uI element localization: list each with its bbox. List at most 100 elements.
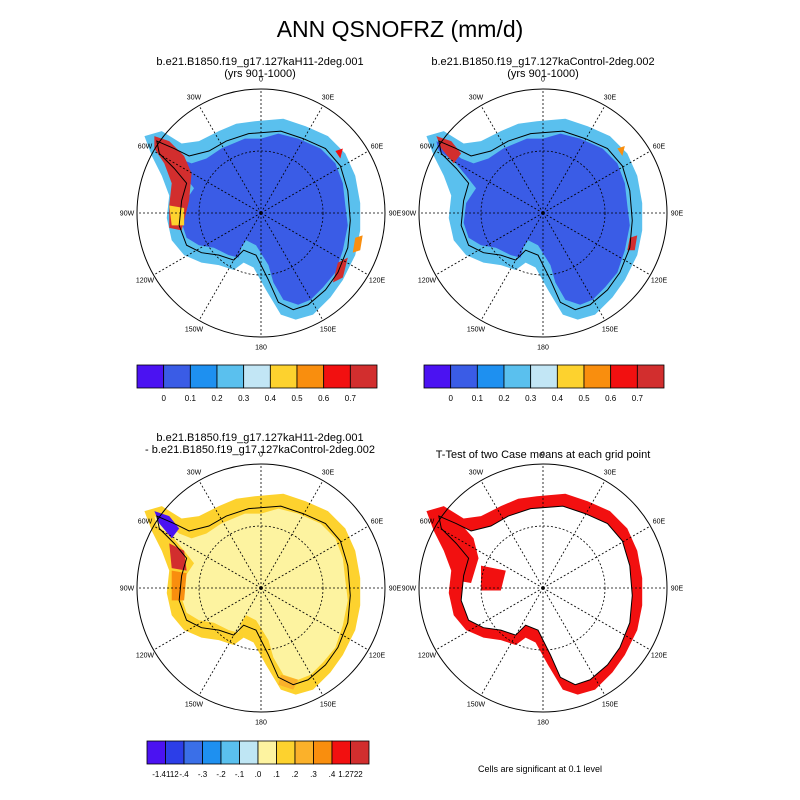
colorbar-box bbox=[503, 364, 532, 389]
longitude-label: 90E bbox=[671, 586, 684, 593]
meridian-line bbox=[198, 105, 262, 214]
meridian-line bbox=[480, 105, 544, 214]
panel-3-title-line1: b.e21.B1850.f19_g17.127kaH11-2deg.001 bbox=[156, 432, 364, 444]
meridian-line bbox=[542, 150, 651, 214]
longitude-label: 60E bbox=[653, 144, 666, 151]
colorbar-label: 0.6 bbox=[318, 394, 330, 403]
longitude-label: 150E bbox=[602, 702, 619, 709]
longitude-label: 150E bbox=[602, 327, 619, 334]
colorbar-box bbox=[294, 740, 314, 765]
colorbar-box bbox=[183, 740, 203, 765]
meridian-line bbox=[260, 212, 324, 321]
map-panel-4: 0 30E 60E 90E 120E 150E 180 150W 120W 90W 60W 30W bbox=[402, 452, 684, 727]
longitude-label: 0 bbox=[541, 452, 545, 459]
longitude-label: 150E bbox=[320, 702, 337, 709]
colorbar-box bbox=[530, 364, 558, 389]
meridian-line bbox=[260, 212, 369, 276]
colorbar-box bbox=[189, 364, 218, 389]
colorbar-label: 0.4 bbox=[552, 394, 564, 403]
meridian-line bbox=[153, 525, 262, 589]
colorbar-box bbox=[239, 740, 259, 765]
longitude-label: 120E bbox=[369, 278, 386, 285]
colorbar-box bbox=[136, 364, 165, 389]
longitude-label: 180 bbox=[537, 720, 549, 727]
longitude-label: 150E bbox=[320, 327, 337, 334]
colorbar-label: 0.7 bbox=[345, 394, 357, 403]
longitude-label: 60W bbox=[420, 144, 435, 151]
colorbar-label: -.4 bbox=[179, 770, 189, 779]
panel-1-title-line1: b.e21.B1850.f19_g17.127kaH11-2deg.001 bbox=[156, 56, 364, 68]
colorbar-panel-3: -1.4112 -.4 -.3 -.2 -.1 .0 .1 .2 .3 .4 1.2722 bbox=[146, 740, 370, 779]
longitude-label: 120W bbox=[418, 653, 437, 660]
meridian-line bbox=[198, 212, 262, 321]
colorbar-box bbox=[296, 364, 325, 389]
meridian-line bbox=[198, 480, 262, 589]
longitude-label: 90E bbox=[389, 586, 402, 593]
colorbar-label: .1 bbox=[273, 770, 280, 779]
colorbar-label: 0.4 bbox=[265, 394, 277, 403]
colorbar-box bbox=[202, 740, 222, 765]
colorbar-box bbox=[257, 740, 277, 765]
longitude-label: 150W bbox=[185, 702, 204, 709]
longitude-label: 30E bbox=[322, 95, 335, 102]
meridian-line bbox=[153, 150, 262, 214]
meridian-line bbox=[153, 587, 262, 651]
colorbar-box bbox=[243, 364, 271, 389]
longitude-label: 150W bbox=[467, 702, 486, 709]
longitude-label: 30W bbox=[469, 470, 484, 477]
main-title: ANN QSNOFRZ (mm/d) bbox=[276, 16, 524, 42]
longitude-label: 120W bbox=[136, 278, 155, 285]
longitude-label: 60W bbox=[138, 519, 153, 526]
colorbar-label: .2 bbox=[292, 770, 299, 779]
colorbar-label: -.2 bbox=[216, 770, 226, 779]
colorbar-label: 0.3 bbox=[238, 394, 250, 403]
meridian-line bbox=[260, 105, 324, 214]
panel-2-title: b.e21.B1850.f19_g17.127kaControl-2deg.00… bbox=[413, 56, 673, 80]
colorbar-label: 0.2 bbox=[211, 394, 223, 403]
colorbar-box bbox=[163, 364, 191, 389]
colorbar-box bbox=[556, 364, 585, 389]
longitude-label: 180 bbox=[537, 345, 549, 352]
longitude-label: 90W bbox=[120, 211, 135, 218]
colorbar-panel-2: 0 0.1 0.2 0.3 0.4 0.5 0.6 0.7 bbox=[423, 364, 665, 403]
meridian-line bbox=[435, 212, 544, 276]
longitude-label: 60E bbox=[371, 519, 384, 526]
panel-2-title-line1: b.e21.B1850.f19_g17.127kaControl-2deg.00… bbox=[431, 56, 655, 68]
meridian-line bbox=[542, 212, 606, 321]
longitude-label: 60E bbox=[371, 144, 384, 151]
colorbar-label: .0 bbox=[255, 770, 262, 779]
longitude-label: 0 bbox=[259, 77, 263, 84]
colorbar-label: -.1 bbox=[235, 770, 245, 779]
colorbar-panel-1: 0 0.1 0.2 0.3 0.4 0.5 0.6 0.7 bbox=[136, 364, 378, 403]
meridian-line bbox=[480, 480, 544, 589]
longitude-label: 120W bbox=[418, 278, 437, 285]
meridian-line bbox=[542, 587, 651, 651]
meridian-line bbox=[260, 525, 369, 589]
longitude-label: 180 bbox=[255, 345, 267, 352]
colorbar-box bbox=[269, 364, 298, 389]
longitude-label: 90W bbox=[120, 586, 135, 593]
longitude-label: 90W bbox=[402, 586, 417, 593]
longitude-label: 120E bbox=[369, 653, 386, 660]
panel-2-title-line2: (yrs 901-1000) bbox=[507, 68, 579, 80]
longitude-label: 0 bbox=[541, 77, 545, 84]
meridian-line bbox=[542, 480, 606, 589]
longitude-label: 90E bbox=[389, 211, 402, 218]
colorbar-label: 0.1 bbox=[185, 394, 197, 403]
meridian-line bbox=[542, 105, 606, 214]
colorbar-label: 0.5 bbox=[578, 394, 590, 403]
meridian-line bbox=[260, 587, 369, 651]
longitude-label: 30W bbox=[187, 95, 202, 102]
colorbar-box bbox=[146, 740, 166, 765]
longitude-label: 180 bbox=[255, 720, 267, 727]
colorbar-label: .3 bbox=[310, 770, 317, 779]
colorbar-box bbox=[349, 364, 378, 389]
longitude-label: 60W bbox=[420, 519, 435, 526]
meridian-line bbox=[480, 212, 544, 321]
meridian-line bbox=[260, 587, 324, 696]
longitude-label: 120W bbox=[136, 653, 155, 660]
meridian-line bbox=[153, 212, 262, 276]
map-panel-2: 0 30E 60E 90E 120E 150E 180 150W 120W 90W 60W 30W bbox=[402, 77, 684, 352]
longitude-label: 150W bbox=[185, 327, 204, 334]
